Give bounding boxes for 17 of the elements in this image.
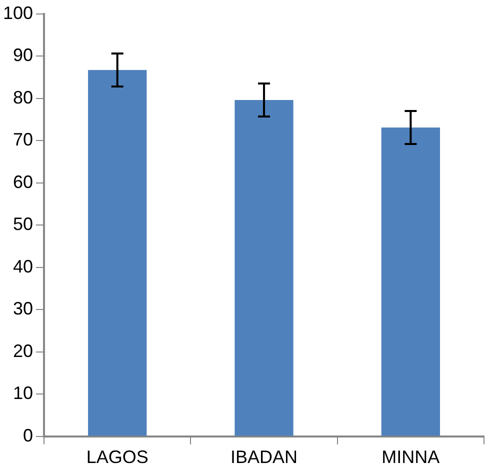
y-tick-label: 60 xyxy=(13,172,34,192)
y-tick-label: 50 xyxy=(13,214,34,234)
x-tick-label: IBADAN xyxy=(230,447,298,468)
y-tick-label: 30 xyxy=(13,298,34,319)
x-tick-label: MINNA xyxy=(382,447,440,468)
y-tick-label: 0 xyxy=(23,425,34,446)
y-tick-label: 90 xyxy=(13,45,34,66)
y-tick-label: 40 xyxy=(13,256,34,276)
bar xyxy=(234,100,294,436)
y-tick-label: 100 xyxy=(2,2,34,23)
y-tick-label: 20 xyxy=(13,340,34,361)
bar xyxy=(88,70,147,436)
bar xyxy=(381,127,440,436)
y-tick-label: 10 xyxy=(13,383,34,404)
x-tick-label: LAGOS xyxy=(86,447,148,468)
y-tick-label: 70 xyxy=(13,130,34,150)
y-tick-label: 80 xyxy=(13,87,34,108)
